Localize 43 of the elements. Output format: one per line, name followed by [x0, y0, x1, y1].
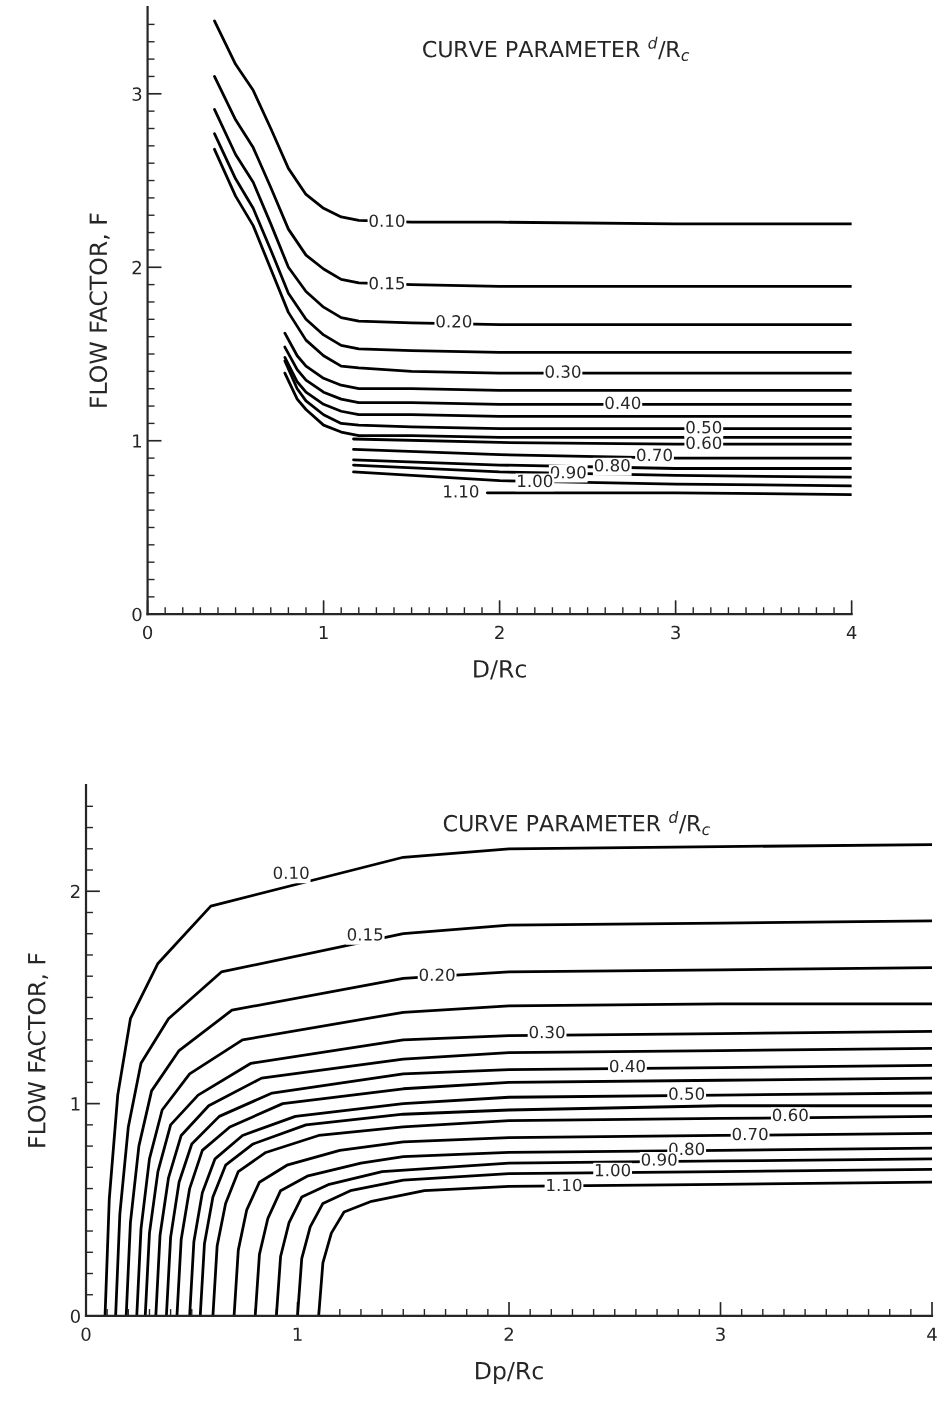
x-tick-label: 2: [495, 625, 504, 640]
annotation: 0.60: [772, 1108, 808, 1122]
y-axis-title: FLOW FACTOR, F: [27, 953, 49, 1147]
x-tick-label: 4: [846, 625, 857, 640]
annotation: CURVE PARAMETER $^{d}$/R$_{c}$: [443, 811, 710, 836]
y-tick-label: 1: [133, 434, 142, 448]
annotation: 0.30: [529, 1025, 565, 1039]
y-tick-label: 0: [132, 607, 142, 622]
y-tick-label: 3: [132, 87, 142, 101]
annotation: 0.30: [545, 365, 581, 378]
annotation: 0.20: [436, 315, 472, 328]
x-tick-label: 0: [143, 625, 153, 640]
x-tick-label: 2: [504, 1327, 513, 1341]
y-tick-label: 2: [132, 260, 141, 275]
x-tick-label: 4: [927, 1327, 937, 1341]
annotation: 0.50: [686, 420, 722, 434]
annotation: 0.40: [605, 396, 641, 410]
annotation: 1.00: [595, 1163, 631, 1177]
annotation: 0.70: [732, 1127, 768, 1141]
x-axis-title: Dp/Rc: [476, 1361, 543, 1385]
annotation: 1.10: [547, 1178, 582, 1192]
annotation: 0.40: [609, 1059, 645, 1073]
annotation: 0.60: [686, 436, 722, 450]
x-tick-label: 3: [671, 625, 680, 640]
annotation: 1.10: [444, 485, 479, 498]
annotation: 0.20: [419, 968, 455, 982]
annotation: CURVE PARAMETER $^{d}$/R$_{c}$: [423, 36, 690, 61]
x-axis-title: D/Rc: [474, 660, 526, 680]
annotation: 0.15: [347, 928, 383, 941]
annotation: 0.10: [273, 866, 309, 880]
y-tick-label: 1: [71, 1097, 80, 1111]
y-tick-label: 2: [70, 884, 80, 899]
annotation: 0.70: [637, 448, 672, 462]
y-axis-title: FLOW FACTOR, F: [89, 213, 110, 407]
x-tick-label: 1: [293, 1327, 302, 1341]
y-tick-label: 0: [70, 1309, 80, 1324]
annotation: 0.10: [369, 214, 405, 227]
annotation: 0.80: [594, 459, 630, 472]
annotation: 0.50: [669, 1087, 705, 1100]
x-tick-label: 3: [716, 1327, 725, 1342]
x-tick-label: 0: [81, 1327, 91, 1342]
x-tick-label: 1: [319, 625, 328, 640]
annotation: 0.15: [369, 276, 405, 290]
